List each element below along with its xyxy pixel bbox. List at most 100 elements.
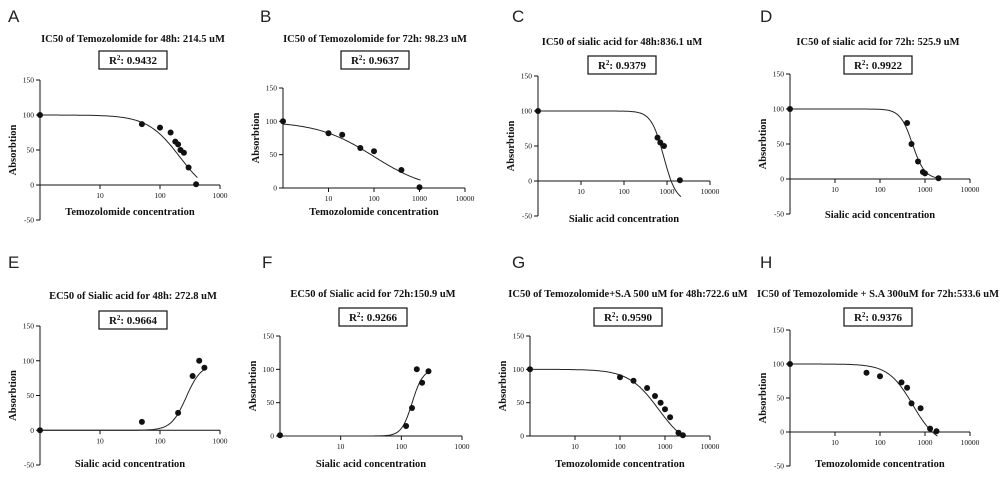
x-tick-label: 1000 <box>455 442 470 451</box>
r2-superscript: 2 <box>862 311 866 319</box>
r2-superscript: 2 <box>117 54 121 62</box>
data-point <box>425 368 432 375</box>
data-point <box>193 181 200 188</box>
x-tick-label: 10 <box>571 442 579 451</box>
data-point <box>416 184 423 191</box>
panel-letter: D <box>760 7 772 26</box>
y-tick-label: 0 <box>528 177 532 186</box>
data-point <box>138 121 145 128</box>
x-tick-label: 10 <box>831 438 839 447</box>
data-point <box>277 432 283 439</box>
x-tick-label: 10 <box>831 185 839 194</box>
x-tick-label: 10 <box>96 436 104 445</box>
panel-letter: H <box>760 253 772 272</box>
y-tick-label: 50 <box>267 398 275 407</box>
data-point <box>398 167 405 173</box>
data-point <box>630 377 637 384</box>
r2-superscript: 2 <box>612 311 616 319</box>
data-point <box>787 361 793 367</box>
y-tick-label: 0 <box>780 175 784 184</box>
data-point <box>908 400 915 407</box>
r2-number: : 0.9432 <box>120 55 157 67</box>
r2-box: R2: 0.9637 <box>340 50 410 70</box>
fit-curve <box>790 363 938 437</box>
r2-box-border <box>98 50 168 70</box>
data-point <box>180 149 187 156</box>
chart-title: IC50 of Temozolomide+S.A 500 uM for 48h:… <box>508 289 748 300</box>
x-tick-label: 100 <box>154 191 166 200</box>
chart-panel-b: B IC50 of Temozolomide for 72h: 98.23 uM R… <box>251 7 475 218</box>
panel-letter: G <box>512 253 525 272</box>
data-point <box>527 366 533 373</box>
x-tick-label: 1000 <box>213 191 228 200</box>
y-tick-label: 100 <box>513 365 525 374</box>
panel-letter: E <box>8 253 19 272</box>
chart-panel-a: A IC50 of Temozolomide for 48h: 214.5 uM R… <box>8 7 228 225</box>
y-tick-label: -50 <box>774 210 784 219</box>
r2-value: R2: 0.9432 <box>109 54 158 67</box>
r2-number: : 0.9266 <box>360 312 397 324</box>
x-tick-label: 1000 <box>213 436 228 445</box>
data-point <box>403 423 410 429</box>
y-axis-label: Absorbtion <box>506 120 517 171</box>
data-point <box>644 385 651 391</box>
y-tick-label: 150 <box>263 332 275 341</box>
r2-number: : 0.9379 <box>609 60 646 72</box>
data-point <box>617 374 623 381</box>
data-point <box>675 429 682 436</box>
x-tick-label: 10 <box>337 442 345 451</box>
y-tick-label: 0 <box>520 432 524 441</box>
r2-box: R2: 0.9432 <box>98 50 168 70</box>
r2-superscript: 2 <box>606 59 610 67</box>
data-point <box>409 405 415 411</box>
r2-value: R2: 0.9376 <box>854 311 903 324</box>
y-tick-label: 0 <box>273 184 277 193</box>
r2-superscript: 2 <box>359 54 363 62</box>
data-point <box>196 357 203 364</box>
y-tick-label: 100 <box>773 105 785 114</box>
x-tick-label: 1000 <box>918 438 933 447</box>
y-tick-label: 150 <box>513 332 525 341</box>
chart-title: EC50 of Sialic acid for 48h: 272.8 uM <box>49 291 217 302</box>
y-tick-label: -50 <box>24 216 34 225</box>
x-axis-label: Sialic acid concentration <box>75 459 185 470</box>
r2-value: R2: 0.9664 <box>109 314 158 327</box>
x-tick-label: 1000 <box>412 194 427 203</box>
data-point <box>201 364 208 371</box>
r2-box-border <box>843 55 913 75</box>
data-point <box>357 145 364 151</box>
data-point <box>863 369 870 376</box>
data-point <box>904 384 911 391</box>
y-tick-label: 0 <box>30 426 34 435</box>
data-point <box>787 106 793 112</box>
x-axis-label: Temozolomide concentration <box>309 207 439 218</box>
data-point <box>898 379 905 386</box>
y-axis-label: Absorbtion <box>758 118 769 169</box>
y-tick-label: -50 <box>24 461 34 470</box>
chart-panel-d: D IC50 of sialic acid for 72h: 525.9 uM R2… <box>758 7 980 221</box>
x-tick-label: 10000 <box>961 438 980 447</box>
y-tick-label: 100 <box>263 365 275 374</box>
y-axis-label: Absorbtion <box>8 124 19 175</box>
y-tick-label: 0 <box>30 181 34 190</box>
r2-box-border <box>593 307 663 327</box>
y-tick-label: 50 <box>270 150 278 159</box>
data-point <box>915 158 921 165</box>
x-axis-label: Temozolomide concentration <box>65 207 195 218</box>
data-point <box>371 148 377 155</box>
x-axis-label: Sialic acid concentration <box>316 459 426 470</box>
x-axis-label: Sialic acid concentration <box>825 210 935 221</box>
r2-box: R2: 0.9590 <box>593 307 663 327</box>
r2-superscript: 2 <box>117 314 121 322</box>
data-point <box>175 409 182 416</box>
data-point <box>413 366 420 373</box>
data-point <box>667 414 674 421</box>
data-point <box>535 108 541 114</box>
data-point <box>37 112 43 118</box>
chart-title: IC50 of Temozolomide for 72h: 98.23 uM <box>283 34 467 45</box>
chart-panel-e: E EC50 of Sialic acid for 48h: 272.8 uM R2… <box>8 253 228 470</box>
r2-value: R2: 0.9637 <box>351 54 400 67</box>
fit-curve <box>790 108 940 179</box>
data-point <box>175 141 182 148</box>
